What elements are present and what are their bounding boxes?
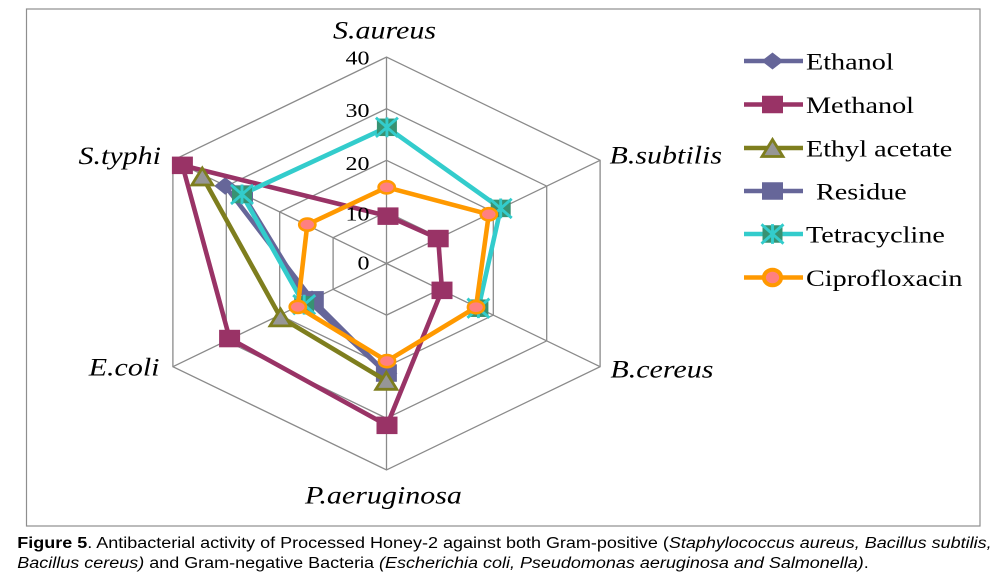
- svg-text:Residue: Residue: [816, 179, 907, 205]
- svg-text:Bacillus cereus) and Gram-nega: Bacillus cereus) and Gram-negative Bacte…: [17, 554, 868, 572]
- svg-text:Figure 5. Antibacterial activi: Figure 5. Antibacterial activity of Proc…: [17, 534, 991, 552]
- svg-text:Ciprofloxacin: Ciprofloxacin: [806, 265, 963, 291]
- svg-text:Tetracycline: Tetracycline: [806, 222, 945, 248]
- svg-text:S.typhi: S.typhi: [79, 141, 161, 169]
- svg-text:0: 0: [357, 251, 369, 274]
- svg-text:P.aeruginosa: P.aeruginosa: [304, 481, 462, 509]
- svg-text:B.cereus: B.cereus: [610, 355, 713, 383]
- svg-text:Ethyl acetate: Ethyl acetate: [806, 136, 952, 162]
- svg-text:Methanol: Methanol: [806, 92, 914, 118]
- svg-text:40: 40: [346, 46, 370, 69]
- svg-text:10: 10: [346, 202, 370, 225]
- svg-text:30: 30: [346, 99, 370, 122]
- svg-text:20: 20: [346, 152, 370, 175]
- svg-text:B.subtilis: B.subtilis: [610, 141, 723, 169]
- svg-text:S.aureus: S.aureus: [333, 16, 436, 44]
- svg-text:E.coli: E.coli: [88, 353, 160, 381]
- svg-text:Ethanol: Ethanol: [806, 49, 894, 75]
